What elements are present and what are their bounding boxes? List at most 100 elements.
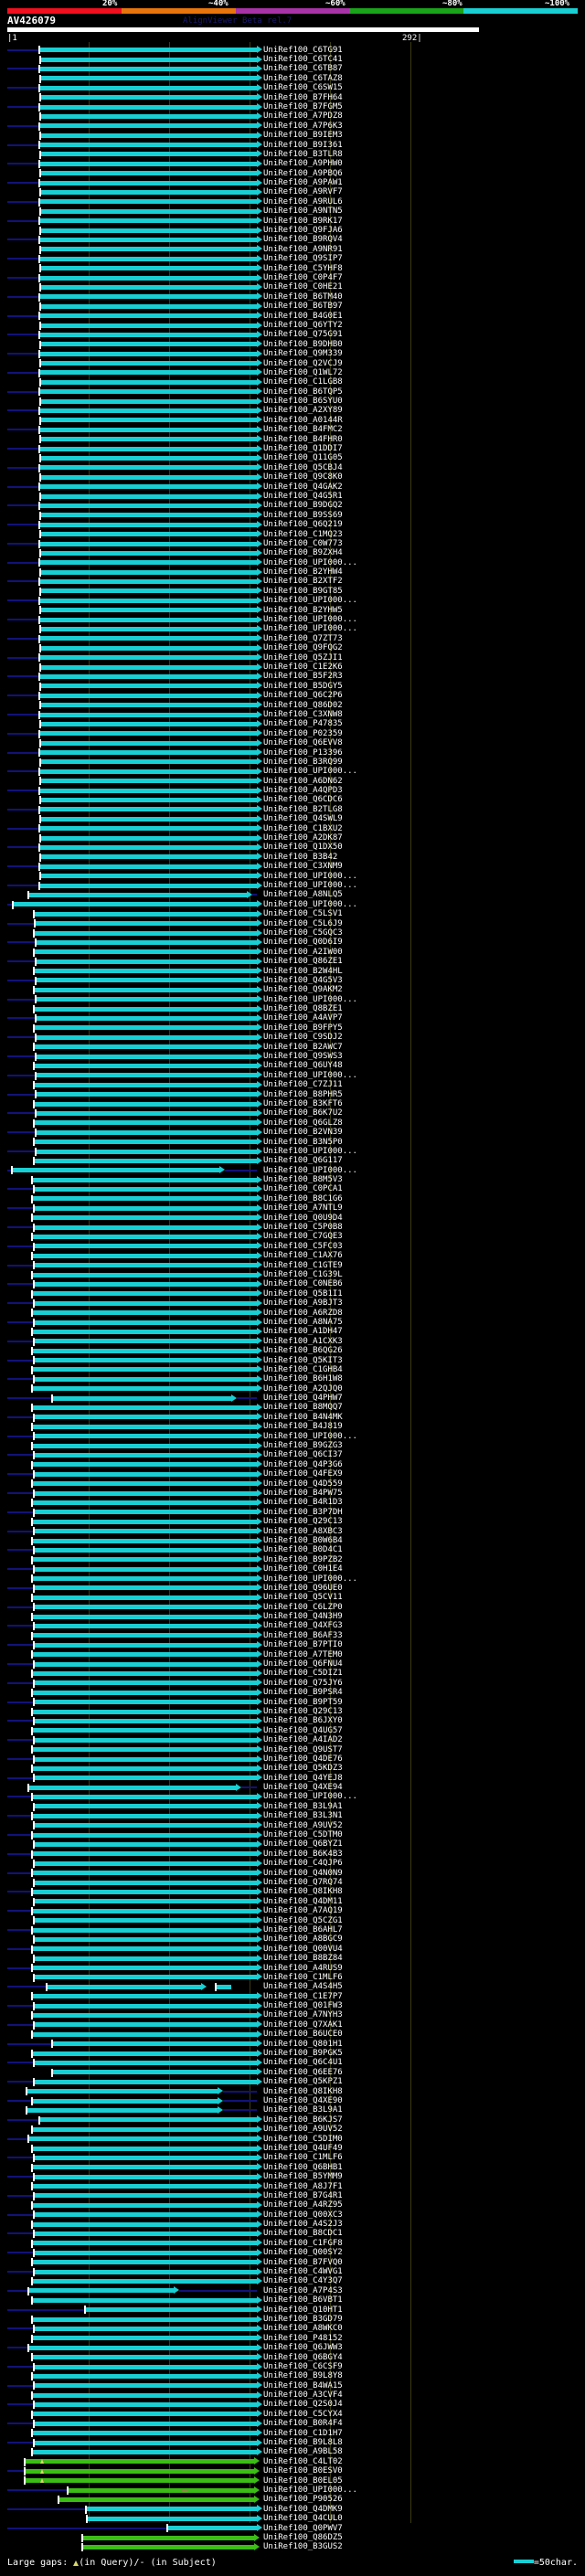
hit-accession-label[interactable]: UniRef100_A9PAW1 [263, 178, 343, 188]
alignment-row[interactable]: UniRef100_B4G0E1 [0, 312, 585, 321]
hsp-bar[interactable] [41, 113, 257, 119]
alignment-row[interactable]: UniRef100_A4RUS9 [0, 1964, 585, 1973]
alignment-row[interactable]: UniRef100_C1GHB4 [0, 1365, 585, 1374]
hsp-bar[interactable] [217, 1984, 231, 1989]
hsp-bar[interactable] [40, 446, 257, 451]
alignment-row[interactable]: UniRef100_C1G39L [0, 1270, 585, 1279]
alignment-row[interactable]: UniRef100_A2DK87 [0, 833, 585, 843]
hit-accession-label[interactable]: UniRef100_C1E2K6 [263, 663, 343, 672]
hit-accession-label[interactable]: UniRef100_A4RUS9 [263, 1963, 343, 1973]
hit-accession-label[interactable]: UniRef100_C5L6J9 [263, 918, 343, 928]
hit-accession-label[interactable]: UniRef100_B3N5P0 [263, 1137, 343, 1147]
hsp-bar[interactable] [41, 95, 257, 101]
hsp-bar[interactable] [69, 2487, 254, 2493]
hit-accession-label[interactable]: UniRef100_B6K7U2 [263, 1108, 343, 1118]
hit-accession-label[interactable]: UniRef100_B3RQ99 [263, 757, 343, 767]
hit-accession-label[interactable]: UniRef100_A1CXK3 [263, 1336, 343, 1346]
alignment-row[interactable]: UniRef100_B2W4HL [0, 967, 585, 976]
hit-accession-label[interactable]: UniRef100_Q4UG57 [263, 1725, 343, 1735]
hit-accession-label[interactable]: UniRef100_Q6G117 [263, 1156, 343, 1166]
hsp-bar[interactable] [35, 1376, 257, 1382]
hsp-bar[interactable] [35, 2383, 257, 2389]
hit-accession-label[interactable]: UniRef100_C1G39L [263, 1270, 343, 1279]
hit-accession-label[interactable]: UniRef100_B3GD79 [263, 2314, 343, 2324]
alignment-row[interactable]: UniRef100_B7FH64 [0, 93, 585, 102]
hsp-bar[interactable] [37, 1016, 257, 1022]
hit-accession-label[interactable]: UniRef100_B2YHW4 [263, 567, 343, 578]
hsp-bar[interactable] [29, 2345, 257, 2350]
alignment-row[interactable]: UniRef100_Q1DDI7 [0, 444, 585, 453]
alignment-row[interactable]: UniRef100_UPI000... [0, 624, 585, 634]
hit-accession-label[interactable]: UniRef100_Q4FEX9 [263, 1469, 343, 1479]
alignment-row[interactable]: UniRef100_C3XNW8 [0, 710, 585, 719]
hsp-bar[interactable] [35, 1263, 257, 1268]
hsp-bar[interactable] [33, 2202, 257, 2208]
alignment-row[interactable]: UniRef100_Q86DZ5 [0, 2533, 585, 2542]
alignment-row[interactable]: UniRef100_C4WVG1 [0, 2267, 585, 2276]
hit-accession-label[interactable]: UniRef100_A2IW00 [263, 947, 343, 957]
hsp-bar[interactable] [33, 2013, 257, 2019]
alignment-row[interactable]: UniRef100_C1AX76 [0, 1251, 585, 1261]
hit-accession-label[interactable]: UniRef100_C1D1H7 [263, 2428, 343, 2438]
hsp-bar[interactable] [37, 978, 257, 983]
alignment-row[interactable]: UniRef100_C5DIZ1 [0, 1669, 585, 1679]
hsp-bar[interactable] [87, 2507, 257, 2512]
hit-accession-label[interactable]: UniRef100_UPI000... [263, 557, 357, 567]
alignment-row[interactable]: UniRef100_B9I361 [0, 141, 585, 150]
hit-accession-label[interactable]: UniRef100_Q9C8K0 [263, 472, 343, 482]
hsp-bar[interactable] [33, 1765, 257, 1771]
hit-accession-label[interactable]: UniRef100_C6LZP0 [263, 1602, 343, 1612]
hsp-bar[interactable] [41, 874, 257, 879]
hit-accession-label[interactable]: UniRef100_C6TB87 [263, 64, 343, 74]
alignment-row[interactable]: UniRef100_B0D4C1 [0, 1545, 585, 1555]
hit-accession-label[interactable]: UniRef100_Q5CBJ4 [263, 462, 343, 472]
hit-accession-label[interactable]: UniRef100_B6VBT1 [263, 2295, 343, 2306]
hsp-bar[interactable] [33, 1196, 257, 1202]
alignment-row[interactable]: UniRef100_C6CSF9 [0, 2362, 585, 2371]
alignment-row[interactable]: UniRef100_B3RQ99 [0, 758, 585, 767]
alignment-row[interactable]: UniRef100_Q29C13 [0, 1517, 585, 1527]
hit-accession-label[interactable]: UniRef100_Q6BYZ1 [263, 1839, 343, 1850]
hit-accession-label[interactable]: UniRef100_Q4DE76 [263, 1754, 343, 1764]
hsp-bar[interactable] [35, 1529, 257, 1534]
hit-accession-label[interactable]: UniRef100_B3P7DH [263, 1507, 343, 1517]
hit-accession-label[interactable]: UniRef100_A9RVF7 [263, 187, 343, 197]
hit-accession-label[interactable]: UniRef100_Q00XC3 [263, 2210, 343, 2220]
hit-accession-label[interactable]: UniRef100_Q1DDI7 [263, 444, 343, 454]
alignment-row[interactable]: UniRef100_Q4SWL9 [0, 814, 585, 824]
hsp-bar[interactable] [48, 1984, 201, 1989]
alignment-row[interactable]: UniRef100_A7NTL9 [0, 1203, 585, 1214]
hit-accession-label[interactable]: UniRef100_Q6C4U1 [263, 2058, 343, 2068]
alignment-row[interactable]: UniRef100_A2IW00 [0, 948, 585, 957]
alignment-row[interactable]: UniRef100_B4WA15 [0, 2381, 585, 2390]
hit-accession-label[interactable]: UniRef100_B9PT59 [263, 1697, 343, 1707]
alignment-row[interactable]: UniRef100_Q6Q219 [0, 520, 585, 530]
hit-accession-label[interactable]: UniRef100_B9DHB0 [263, 339, 343, 349]
hit-accession-label[interactable]: UniRef100_Q6Q219 [263, 520, 343, 530]
alignment-row[interactable]: UniRef100_B3L9A1 [0, 2105, 585, 2115]
hit-accession-label[interactable]: UniRef100_B6JXY0 [263, 1716, 343, 1726]
hsp-bar[interactable] [26, 2478, 254, 2484]
alignment-row[interactable]: UniRef100_A9BJT3 [0, 1299, 585, 1309]
hit-accession-label[interactable]: UniRef100_B3L9A1 [263, 2105, 343, 2115]
hit-accession-label[interactable]: UniRef100_A8J7F1 [263, 2181, 343, 2191]
alignment-row[interactable]: UniRef100_C1FGF8 [0, 2239, 585, 2248]
hsp-bar[interactable] [83, 2535, 254, 2540]
alignment-row[interactable]: UniRef100_C1E2K6 [0, 663, 585, 672]
hit-accession-label[interactable]: UniRef100_C5DIM0 [263, 2134, 343, 2144]
hit-accession-label[interactable]: UniRef100_B6K4B3 [263, 1849, 343, 1859]
hit-accession-label[interactable]: UniRef100_Q9SWS3 [263, 1052, 343, 1062]
alignment-row[interactable]: UniRef100_A8WKC0 [0, 2324, 585, 2334]
hit-accession-label[interactable]: UniRef100_B3GUS2 [263, 2542, 343, 2552]
hsp-bar[interactable] [35, 1025, 257, 1031]
hsp-bar[interactable] [40, 408, 257, 414]
hsp-bar[interactable] [35, 2079, 257, 2084]
hsp-bar[interactable] [35, 1624, 257, 1629]
alignment-row[interactable]: UniRef100_B9RK17 [0, 217, 585, 226]
hit-accession-label[interactable]: UniRef100_C1FGF8 [263, 2238, 343, 2248]
hsp-bar[interactable] [41, 171, 257, 176]
hsp-bar[interactable] [41, 455, 257, 461]
hsp-bar[interactable] [40, 294, 257, 300]
hsp-bar[interactable] [40, 180, 257, 186]
hit-accession-label[interactable]: UniRef100_Q2S0J4 [263, 2400, 343, 2410]
